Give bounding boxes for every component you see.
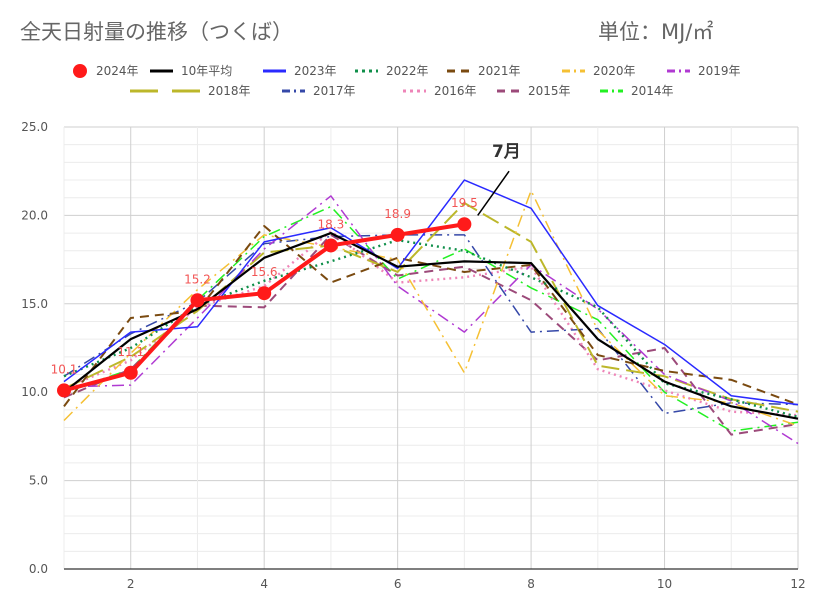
legend-item: 2016年 xyxy=(403,84,477,98)
series-line xyxy=(63,233,799,436)
data-label: 18.3 xyxy=(318,217,345,231)
legend-label: 2023年 xyxy=(294,64,337,78)
legend-label: 2021年 xyxy=(478,64,521,78)
y-tick-label: 10.0 xyxy=(21,385,48,399)
legend-label: 2017年 xyxy=(313,84,356,98)
legend-label: 2022年 xyxy=(386,64,429,78)
y-tick-label: 0.0 xyxy=(29,562,48,576)
data-label: 18.9 xyxy=(384,207,411,221)
data-label: 11.1 xyxy=(117,345,144,359)
y-tick-label: 25.0 xyxy=(21,120,48,134)
data-point xyxy=(123,365,138,380)
series-line xyxy=(63,195,799,445)
legend-label: 2020年 xyxy=(593,64,636,78)
legend-label: 2015年 xyxy=(528,84,571,98)
data-label: 15.6 xyxy=(251,265,278,279)
series-line xyxy=(63,179,799,406)
x-tick-label: 10 xyxy=(657,577,672,591)
data-label: 10.1 xyxy=(51,362,78,376)
legend-label: 2018年 xyxy=(208,84,251,98)
annotation-label: 7月 xyxy=(492,142,521,162)
legend-label: 2014年 xyxy=(631,84,674,98)
legend-item: 2014年 xyxy=(600,84,674,98)
legend-item: 2015年 xyxy=(497,84,571,98)
legend-label: 2024年 xyxy=(96,64,139,78)
y-tick-label: 20.0 xyxy=(21,208,48,222)
x-tick-label: 2 xyxy=(127,577,135,591)
legend-label: 2016年 xyxy=(434,84,477,98)
chart-title: 全天日射量の推移（つくば） xyxy=(20,20,293,44)
legend-item: 2021年 xyxy=(447,64,521,78)
y-tick-label: 5.0 xyxy=(29,474,48,488)
data-label: 15.2 xyxy=(184,272,211,286)
y-tick-label: 15.0 xyxy=(21,297,48,311)
data-point xyxy=(190,293,205,308)
unit-label: 単位：MJ/㎡ xyxy=(598,20,714,44)
data-point xyxy=(390,227,405,242)
x-tick-label: 12 xyxy=(790,577,805,591)
data-point xyxy=(257,286,272,301)
legend-item: 2022年 xyxy=(355,64,429,78)
series-line xyxy=(63,189,799,427)
legend-item: 2019年 xyxy=(667,64,741,78)
legend-item: 2020年 xyxy=(562,64,636,78)
legend-swatch xyxy=(73,64,87,78)
data-point xyxy=(57,383,71,398)
legend-item: 2018年 xyxy=(130,84,251,98)
x-tick-label: 6 xyxy=(394,577,402,591)
legend-item: 2017年 xyxy=(282,84,356,98)
legend-item: 10年平均 xyxy=(150,64,232,78)
annotation-pointer xyxy=(477,170,510,216)
data-point xyxy=(457,217,472,232)
legend-item: 2024年 xyxy=(73,64,139,78)
x-tick-label: 8 xyxy=(527,577,535,591)
legend: 2024年 10年平均 2023年 2022年 2021年 2020年 2019年 2018年… xyxy=(73,64,741,98)
x-tick-label: 4 xyxy=(260,577,268,591)
legend-item: 2023年 xyxy=(263,64,337,78)
series-line xyxy=(63,234,799,415)
data-point xyxy=(323,238,338,253)
series-line xyxy=(63,202,799,413)
grid xyxy=(63,126,799,570)
legend-label: 2019年 xyxy=(698,64,741,78)
legend-label: 10年平均 xyxy=(181,64,232,78)
data-label: 19.5 xyxy=(451,196,478,210)
